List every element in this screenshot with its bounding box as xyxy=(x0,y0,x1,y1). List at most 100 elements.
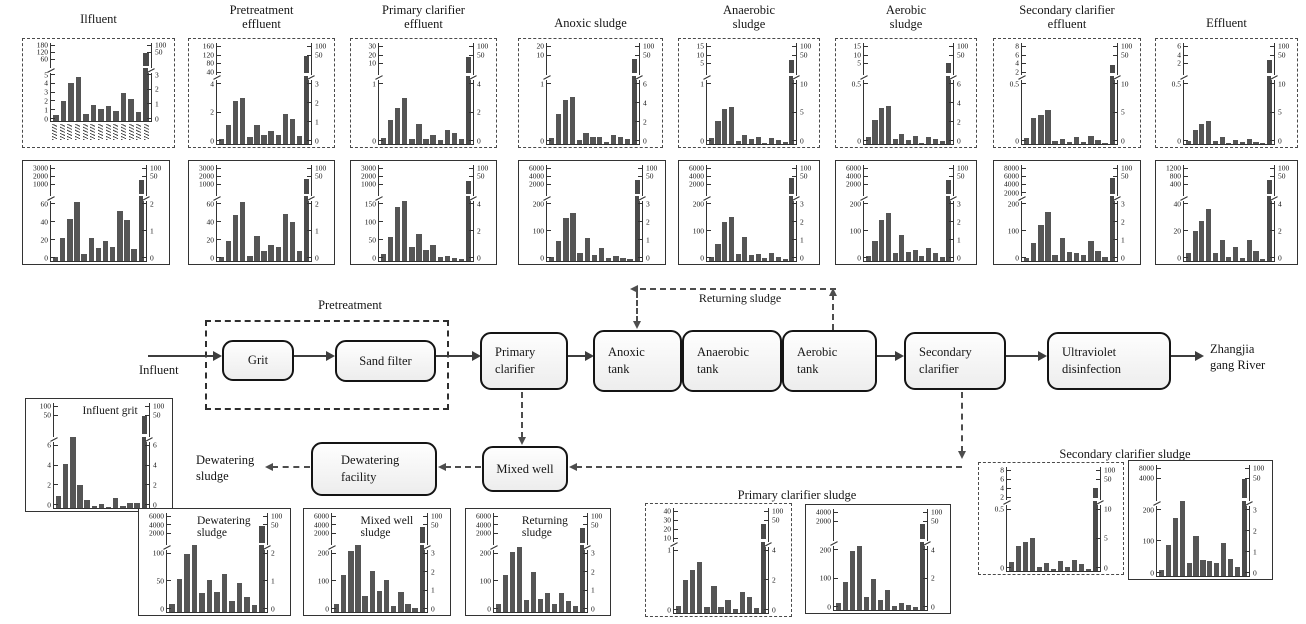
bar xyxy=(1199,124,1205,144)
bar xyxy=(275,247,281,261)
bar xyxy=(1233,140,1239,144)
bars xyxy=(218,49,310,144)
axis-tick-label: 3000 xyxy=(361,163,376,173)
bar xyxy=(423,139,429,144)
axis-tick xyxy=(864,184,868,186)
bar xyxy=(905,605,912,610)
left-axis-labels: 8 6 4 2 0.5 0 xyxy=(981,466,1006,572)
bars xyxy=(1158,472,1248,576)
axis-tick xyxy=(923,577,927,579)
axis-break-mark xyxy=(860,195,868,201)
bar xyxy=(376,590,383,612)
bar xyxy=(60,101,67,121)
illegible-x-label xyxy=(52,124,57,140)
axis-tick-label: 4000 xyxy=(149,519,164,529)
axis-break-mark xyxy=(923,541,931,547)
bar xyxy=(627,259,633,261)
axis-tick-label: 100 xyxy=(957,41,969,51)
bar xyxy=(551,603,558,612)
chart-row2-primary-clarifier-effluent: 3000 2000 1000 150 100 50 0 100 50 4 2 0 xyxy=(350,160,497,265)
axis-tick xyxy=(147,45,151,47)
axis-break-mark xyxy=(307,195,315,201)
axis-tick xyxy=(423,608,427,610)
axis-tick-label: 0 xyxy=(957,136,961,146)
bar xyxy=(1233,246,1239,261)
axis-tick xyxy=(792,46,796,48)
axis-tick xyxy=(332,580,336,582)
axis-break-mark xyxy=(213,195,221,201)
axis-break-mark xyxy=(1018,195,1026,201)
axis-break-mark xyxy=(949,195,957,201)
axis-break-mark xyxy=(1270,75,1278,81)
axis-tick-label: 150 xyxy=(364,199,376,209)
axis-tick-label: 4 xyxy=(477,199,481,209)
right-axis-labels: 100 50 3 2 1 0 xyxy=(312,42,331,145)
bar xyxy=(240,98,246,144)
axis-tick xyxy=(145,503,149,505)
axis-tick-label: 6000 xyxy=(314,511,329,521)
bar-break-notch xyxy=(634,193,640,197)
bar xyxy=(1057,561,1064,571)
axis-tick-label: 200 xyxy=(849,199,861,209)
right-axis-labels: 100 50 10 5 0 xyxy=(1275,42,1294,145)
axis-tick xyxy=(379,83,383,85)
axis-tick-label: 4 xyxy=(47,460,51,470)
bar xyxy=(932,252,938,261)
axis-break-mark xyxy=(328,544,336,550)
bar xyxy=(1050,569,1057,571)
chart-body: 20 10 1 0 100 50 6 4 2 0 xyxy=(521,42,659,145)
axis-tick-label: 1 xyxy=(800,235,804,245)
illegible-x-label xyxy=(128,124,134,140)
axis-tick-label: 40 xyxy=(663,506,672,516)
bar xyxy=(63,463,69,508)
axis-tick xyxy=(1022,71,1026,73)
axis-tick xyxy=(142,257,146,259)
axis-tick-label: 100 xyxy=(155,40,167,50)
axis-tick xyxy=(923,512,927,514)
axis-tick-label: 10 xyxy=(663,533,672,543)
axis-tick xyxy=(147,74,151,76)
chart-body: 6 4 2 0.5 0 100 50 10 5 0 xyxy=(1158,42,1294,145)
axis-tick-label: 4000 xyxy=(529,171,544,181)
plot-area xyxy=(860,43,957,145)
axis-tick xyxy=(217,71,221,73)
bar xyxy=(611,134,617,144)
axis-tick xyxy=(1184,230,1188,232)
chart-body: 180 120 60 5 4 3 2 1 0 100 50 3 2 1 0 xyxy=(25,40,171,123)
axis-tick-label: 3 xyxy=(155,69,159,79)
axis-tick-label: 0 xyxy=(1278,253,1282,263)
axis-tick-label: 0 xyxy=(271,604,275,614)
bar xyxy=(1219,240,1225,261)
bar xyxy=(409,139,415,144)
axis-tick-label: 10 xyxy=(1121,79,1129,89)
axis-tick-label: 1000 xyxy=(361,179,376,189)
axis-tick xyxy=(469,257,473,259)
chart-row2-influent: 3000 2000 1000 60 40 20 0 100 50 2 1 0 xyxy=(22,160,170,265)
axis-tick xyxy=(674,550,678,551)
left-axis-labels: 15 10 5 0.5 0 xyxy=(838,42,863,145)
arrow-sandfilter-to-primary xyxy=(436,351,481,361)
axis-tick-label: 2000 xyxy=(689,179,704,189)
axis-tick-label: 4000 xyxy=(816,507,831,517)
bar xyxy=(718,607,724,613)
chart-body: 3000 2000 1000 60 40 20 0 100 50 2 1 0 xyxy=(25,164,166,262)
axis-tick-label: 100 xyxy=(591,511,603,521)
bar xyxy=(233,101,239,144)
axis-tick xyxy=(583,552,587,554)
plot-area xyxy=(1018,43,1121,145)
axis-tick-label: 0 xyxy=(827,602,831,612)
axis-tick xyxy=(792,257,796,259)
bar xyxy=(872,241,878,261)
chart-body: 6000 4000 2000 200 100 0 Mixed well sludge 100 5… xyxy=(306,511,447,613)
axis-tick-label: 4000 xyxy=(314,519,329,529)
axis-tick-label: 2000 xyxy=(314,528,329,538)
bar xyxy=(1031,242,1037,261)
axis-tick-label: 4000 xyxy=(1004,179,1019,189)
axis-tick-label: 0 xyxy=(857,253,861,263)
axis-tick-label: 2000 xyxy=(361,171,376,181)
bar xyxy=(516,542,523,612)
chart-returning-sludge: 6000 4000 2000 200 100 0 Returning sludge 100 50… xyxy=(465,508,611,616)
bar xyxy=(725,600,731,613)
bar-break-notch xyxy=(946,193,952,197)
axis-tick-label: 10 xyxy=(696,49,705,59)
